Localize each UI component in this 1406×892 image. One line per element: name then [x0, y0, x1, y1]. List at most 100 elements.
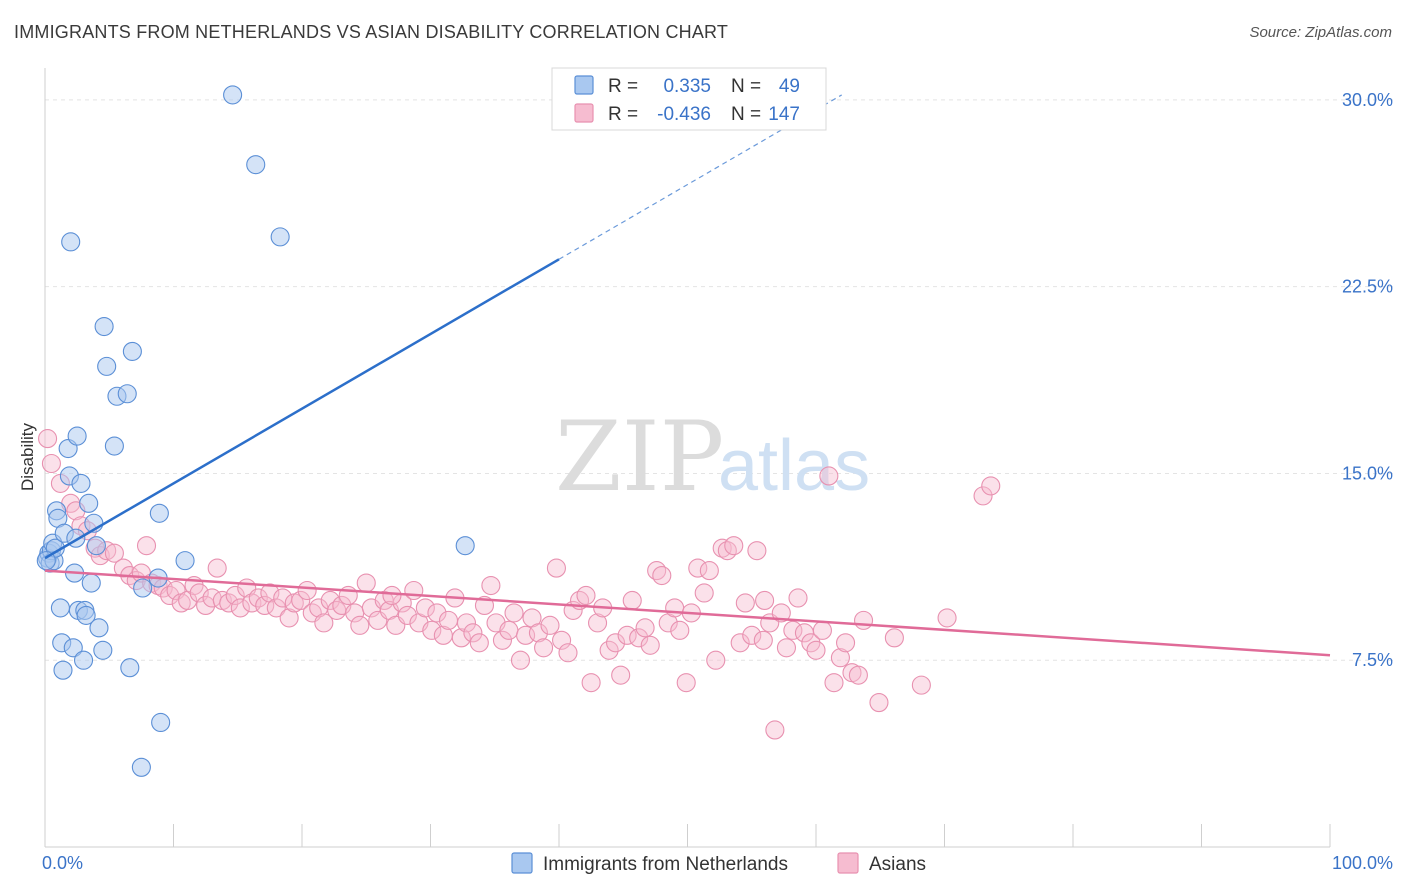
asians-point [788, 588, 808, 608]
asians-point [605, 633, 626, 653]
asians-point [742, 625, 762, 645]
netherlands-point [74, 650, 94, 670]
asians-point [617, 625, 637, 645]
netherlands-point [104, 436, 124, 456]
y-tick-label: 7.5% [1352, 650, 1393, 670]
grid [45, 99, 1393, 661]
asians-point [706, 650, 726, 670]
asians-point [382, 585, 402, 606]
legend-bottom: Immigrants from Netherlands Asians [511, 852, 926, 875]
asians-point [747, 541, 767, 561]
netherlands-point [67, 426, 87, 446]
asians-point [422, 620, 442, 640]
asians-point [771, 603, 791, 623]
chart-title: IMMIGRANTS FROM NETHERLANDS VS ASIAN DIS… [14, 22, 729, 42]
asians-points [38, 429, 1001, 740]
netherlands-point [79, 493, 99, 513]
asians-point [492, 630, 513, 650]
asians-point [735, 593, 755, 613]
legend-label-netherlands: Immigrants from Netherlands [543, 854, 788, 875]
legend-n-label: N = [731, 76, 761, 97]
netherlands-point [93, 640, 113, 660]
asians-point [755, 590, 775, 611]
asians-point [937, 608, 957, 628]
y-tick-label: 30.0% [1342, 90, 1393, 110]
asians-point [699, 561, 719, 581]
asians-point [670, 620, 690, 640]
asians-point [665, 598, 685, 618]
legend-n-label: N = [731, 104, 761, 125]
watermark-atlas: atlas [718, 426, 870, 506]
asians-point [248, 588, 268, 608]
asians-point [558, 643, 578, 663]
asians-point [753, 630, 773, 650]
netherlands-point [97, 356, 117, 376]
asians-point [581, 673, 601, 693]
asians-point [806, 640, 826, 660]
legend-swatch-pink [574, 103, 594, 123]
asians-point [824, 673, 844, 693]
asians-point [694, 583, 714, 603]
netherlands-point [94, 316, 114, 337]
asians-point [456, 613, 477, 633]
asians-point [765, 720, 785, 740]
asians-point [540, 615, 560, 635]
asians-point [599, 640, 619, 660]
asians-point [534, 638, 554, 658]
legend-r-label: R = [608, 76, 638, 97]
asians-point [510, 650, 531, 670]
netherlands-point [223, 85, 243, 105]
asians-point [266, 598, 286, 618]
asians-point [469, 633, 489, 653]
x-tick-label: 0.0% [42, 853, 83, 873]
netherlands-point [89, 618, 109, 638]
asians-point [830, 648, 850, 668]
asians-point [688, 558, 708, 578]
asians-point [160, 585, 180, 606]
chart-source: Source: ZipAtlas.com [1249, 24, 1392, 41]
asians-point [611, 665, 631, 685]
asians-point [225, 585, 245, 606]
legend-swatch-asians [837, 852, 859, 874]
netherlands-point [81, 573, 101, 593]
asians-point [776, 638, 796, 658]
asians-point [350, 615, 370, 635]
legend-r-value: -0.436 [657, 104, 711, 125]
legend-top: R = 0.335 N = 49 R = -0.436 N = 147 [551, 67, 827, 131]
asians-point [724, 536, 744, 556]
asians-point [463, 623, 483, 643]
netherlands-point [246, 155, 266, 175]
asians-point [41, 453, 61, 474]
asians-point [635, 618, 655, 638]
legend-n-value: 49 [779, 76, 800, 97]
asians-point [451, 628, 471, 648]
legend-swatch-netherlands [511, 852, 533, 874]
legend-label-asians: Asians [869, 854, 926, 875]
asians-point [812, 620, 832, 640]
asians-point [730, 633, 750, 653]
netherlands-point [53, 660, 73, 680]
asians-point [113, 558, 133, 578]
tick-labels: 7.5% 15.0% 22.5% 30.0% 0.0% 100.0% [42, 90, 1393, 873]
asians-point [869, 693, 889, 713]
asians-point [629, 628, 649, 648]
asians-point [291, 590, 311, 611]
netherlands-point [61, 232, 81, 252]
watermark: ZIP atlas [555, 401, 870, 513]
asians-point [973, 486, 993, 506]
legend-box [551, 67, 827, 131]
asians-point [587, 613, 608, 633]
asians-point [552, 630, 572, 650]
netherlands-point [149, 503, 169, 523]
asians-point [297, 580, 317, 601]
y-tick-label: 15.0% [1342, 463, 1393, 483]
netherlands-trend-line [44, 258, 560, 560]
asians-point [499, 620, 519, 640]
asians-point [884, 628, 904, 648]
netherlands-point [86, 536, 106, 556]
asians-point [314, 613, 334, 633]
asians-point [397, 605, 417, 625]
asians-point [819, 466, 839, 486]
asians-point [712, 538, 732, 558]
